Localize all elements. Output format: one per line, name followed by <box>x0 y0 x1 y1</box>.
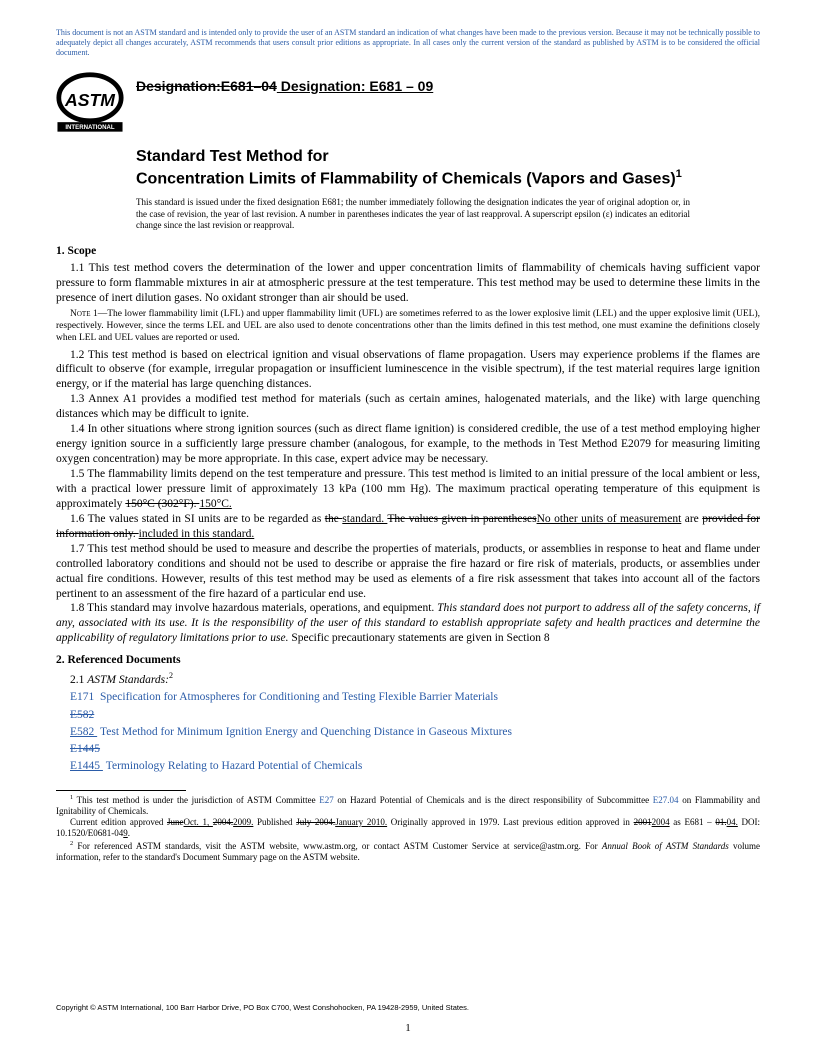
title-line1: Standard Test Method for <box>136 147 760 167</box>
ref-e1445: E1445 Terminology Relating to Hazard Pot… <box>70 758 760 775</box>
title-block: Standard Test Method for Concentration L… <box>136 147 760 189</box>
designation-old: Designation:E681–04 <box>136 78 277 94</box>
svg-text:ASTM: ASTM <box>64 90 115 110</box>
refs-list: 2.1 ASTM Standards:2 E171 Specification … <box>70 670 760 775</box>
designation-line: Designation:E681–04 Designation: E681 – … <box>136 72 433 94</box>
footnote-1: 1 This test method is under the jurisdic… <box>56 794 760 818</box>
note-1: Note 1—The lower flammability limit (LFL… <box>56 309 760 345</box>
ref-e582-strike: E582 <box>70 707 760 724</box>
para-1-2: 1.2 This test method is based on electri… <box>56 348 760 393</box>
para-1-1: 1.1 This test method covers the determin… <box>56 261 760 306</box>
footnote-1-edition: Current edition approved JuneOct. 1, 200… <box>56 817 760 840</box>
scope-heading: 1. Scope <box>56 245 760 257</box>
header-row: ASTM INTERNATIONAL Designation:E681–04 D… <box>56 72 760 133</box>
para-1-4: 1.4 In other situations where strong ign… <box>56 422 760 467</box>
ref-e171: E171 Specification for Atmospheres for C… <box>70 689 760 706</box>
copyright-line: Copyright © ASTM International, 100 Barr… <box>56 1003 469 1012</box>
note-label: Note 1— <box>70 309 107 319</box>
astm-logo: ASTM INTERNATIONAL <box>56 72 124 133</box>
ref-e1445-strike: E1445 <box>70 741 760 758</box>
refs-sub: 2.1 ASTM Standards:2 <box>70 670 760 689</box>
ref-e582: E582 Test Method for Minimum Ignition En… <box>70 724 760 741</box>
svg-text:INTERNATIONAL: INTERNATIONAL <box>65 124 115 131</box>
para-1-8: 1.8 This standard may involve hazardous … <box>56 601 760 646</box>
redline-disclaimer: This document is not an ASTM standard an… <box>56 28 760 58</box>
para-1-3: 1.3 Annex A1 provides a modified test me… <box>56 392 760 422</box>
para-1-6: 1.6 The values stated in SI units are to… <box>56 512 760 542</box>
title-line2: Concentration Limits of Flammability of … <box>136 167 760 189</box>
footnotes: 1 This test method is under the jurisdic… <box>56 794 760 864</box>
issuance-note: This standard is issued under the fixed … <box>136 197 760 231</box>
refs-heading: 2. Referenced Documents <box>56 654 760 666</box>
designation-new: Designation: E681 – 09 <box>277 78 433 94</box>
footnote-2: 2 For referenced ASTM standards, visit t… <box>56 840 760 864</box>
para-1-5: 1.5 The flammability limits depend on th… <box>56 467 760 512</box>
para-1-7: 1.7 This test method should be used to m… <box>56 542 760 602</box>
footnote-rule <box>56 790 186 791</box>
page-number: 1 <box>0 1022 816 1034</box>
